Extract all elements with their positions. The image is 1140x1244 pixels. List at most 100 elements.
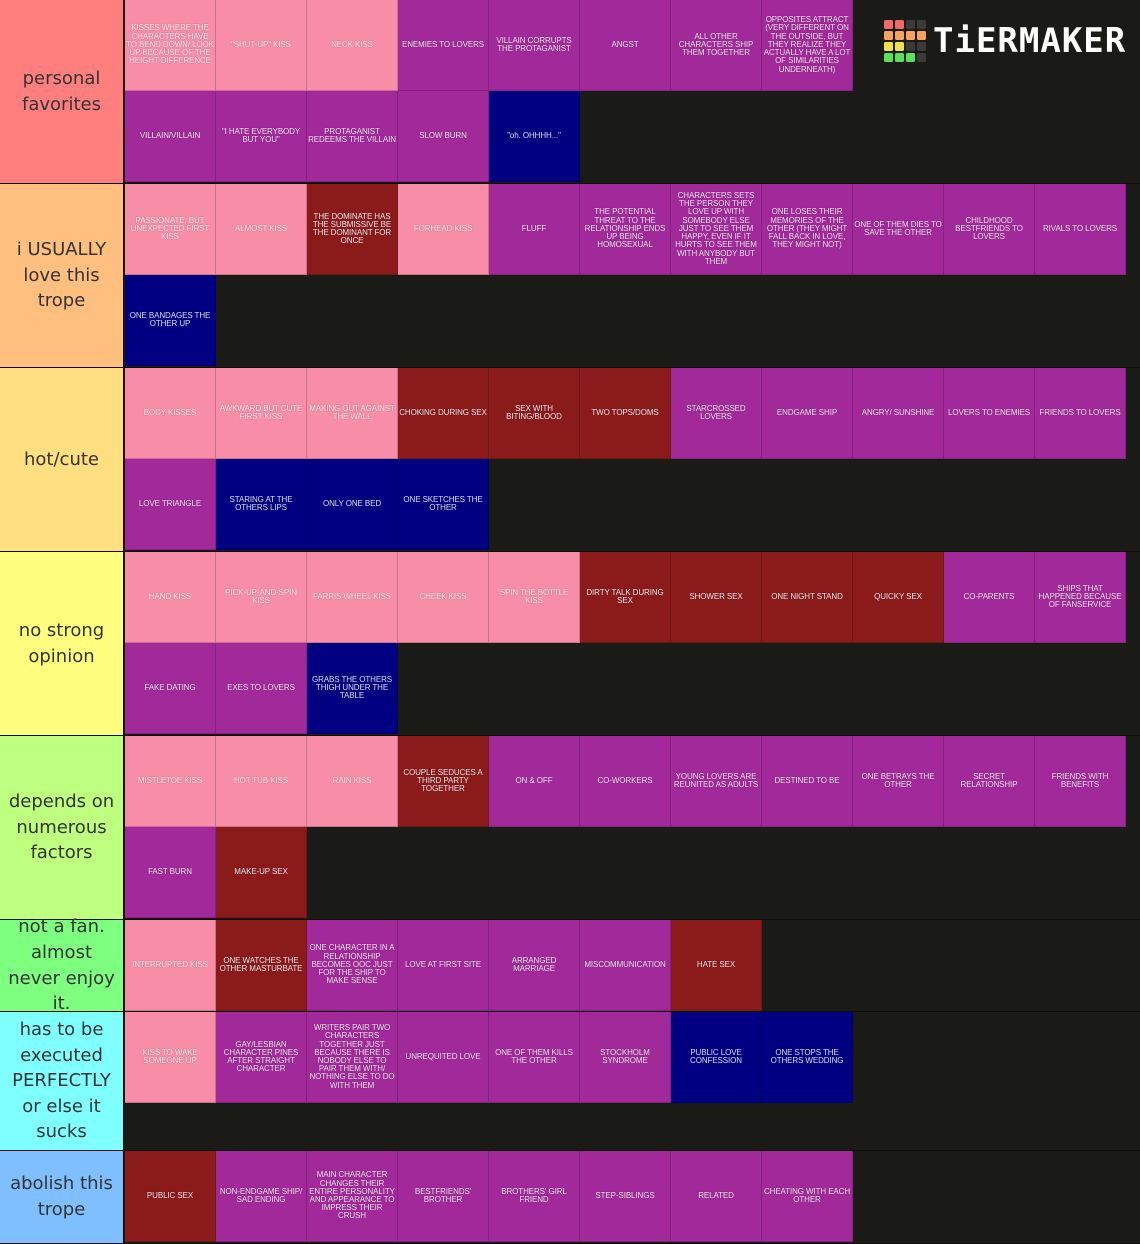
trope-card[interactable]: CHARACTERS SETS THE PERSON THEY LOVE UP …	[671, 184, 762, 275]
trope-card[interactable]: BESTFRIENDS' BROTHER	[398, 1151, 489, 1242]
trope-card[interactable]: PUBLIC SEX	[125, 1151, 216, 1242]
trope-card[interactable]: NECK KISS	[307, 0, 398, 91]
trope-card[interactable]: SHIPS THAT HAPPENED BECAUSE OF FANSERVIC…	[1035, 552, 1126, 643]
trope-card[interactable]: MAKING OUT AGAINST THE WALL	[307, 368, 398, 459]
trope-card[interactable]: ANGRY/ SUNSHINE	[853, 368, 944, 459]
trope-card[interactable]: PUBLIC LOVE CONFESSION	[671, 1012, 762, 1103]
trope-card[interactable]: CHOKING DURING SEX	[398, 368, 489, 459]
trope-card[interactable]: ONE OF THEM KILLS THE OTHER	[489, 1012, 580, 1103]
trope-card[interactable]: ONE LOSES THEIR MEMORIES OF THE OTHER (T…	[762, 184, 853, 275]
tier-label[interactable]: i USUALLY love this trope	[0, 184, 124, 367]
logo-grid-square	[895, 53, 904, 62]
trope-card[interactable]: TWO TOPS/DOMS	[580, 368, 671, 459]
trope-card[interactable]: VILLAIN/VILLAIN	[125, 91, 216, 182]
trope-card[interactable]: FARRIS WHEEL KISS	[307, 552, 398, 643]
trope-card[interactable]: RAIN KISS	[307, 736, 398, 827]
tier-label[interactable]: personal favorites	[0, 0, 124, 183]
trope-card[interactable]: FAKE DATING	[125, 643, 216, 734]
trope-card[interactable]: KISS TO WAKE SOMEONE UP	[125, 1012, 216, 1103]
trope-card[interactable]: ONLY ONE BED	[307, 459, 398, 550]
trope-card[interactable]: VILLAIN CORRUPTS THE PROTAGANIST	[489, 0, 580, 91]
trope-card[interactable]: THE DOMINATE HAS THE SUBMISSIVE BE THE D…	[307, 184, 398, 275]
trope-card[interactable]: SLOW BURN	[398, 91, 489, 182]
trope-card[interactable]: EXES TO LOVERS	[216, 643, 307, 734]
trope-card[interactable]: FLUFF	[489, 184, 580, 275]
trope-card[interactable]: LOVE AT FIRST SITE	[398, 920, 489, 1011]
trope-card[interactable]: RIVALS TO LOVERS	[1035, 184, 1126, 275]
trope-card[interactable]: DIRTY TALK DURING SEX	[580, 552, 671, 643]
trope-card[interactable]: BROTHERS' GIRL FRIEND	[489, 1151, 580, 1242]
trope-card[interactable]: "I HATE EVERYBODY BUT YOU"	[216, 91, 307, 182]
trope-card[interactable]: LOVERS TO ENEMIES	[944, 368, 1035, 459]
tier-label[interactable]: abolish this trope	[0, 1151, 124, 1243]
tier-label[interactable]: no strong opinion	[0, 552, 124, 735]
trope-card[interactable]: ON & OFF	[489, 736, 580, 827]
trope-card[interactable]: STEP-SIBLINGS	[580, 1151, 671, 1242]
trope-card[interactable]: "oh. OHHHH..."	[489, 91, 580, 182]
trope-card[interactable]: ONE OF THEM DIES TO SAVE THE OTHER	[853, 184, 944, 275]
trope-card[interactable]: FORHEAD KISS	[398, 184, 489, 275]
trope-card[interactable]: MAKE-UP SEX	[216, 827, 307, 918]
trope-card[interactable]: STARCROSSED LOVERS	[671, 368, 762, 459]
trope-card[interactable]: FAST BURN	[125, 827, 216, 918]
trope-card[interactable]: UNREQUITED LOVE	[398, 1012, 489, 1103]
trope-card[interactable]: OPPOSITES ATTRACT (VERY DIFFERENT ON THE…	[762, 0, 853, 91]
trope-card[interactable]: GRABS THE OTHERS THIGH UNDER THE TABLE	[307, 643, 398, 734]
trope-card[interactable]: CO-PARENTS	[944, 552, 1035, 643]
trope-card[interactable]: CHILDHOOD BESTFRIENDS TO LOVERS	[944, 184, 1035, 275]
trope-card[interactable]: ONE BETRAYS THE OTHER	[853, 736, 944, 827]
trope-card[interactable]: PROTAGANIST REDEEMS THE VILLAIN	[307, 91, 398, 182]
trope-card[interactable]: ENEMIES TO LOVERS	[398, 0, 489, 91]
trope-card[interactable]: THE POTENTIAL THREAT TO THE RELATIONSHIP…	[580, 184, 671, 275]
trope-card[interactable]: GAY/LESBIAN CHARACTER PINES AFTER STRAIG…	[216, 1012, 307, 1103]
trope-card[interactable]: SPIN THE BOTTLE KISS	[489, 552, 580, 643]
trope-card[interactable]: NON-ENDGAME SHIP/ SAD ENDING	[216, 1151, 307, 1242]
tier-label[interactable]: hot/cute	[0, 368, 124, 551]
tier-label[interactable]: depends on numerous factors	[0, 736, 124, 919]
trope-card[interactable]: HAND KISS	[125, 552, 216, 643]
trope-card[interactable]: ALMOST KISS	[216, 184, 307, 275]
trope-card[interactable]: CO-WORKERS	[580, 736, 671, 827]
logo-grid-square	[895, 20, 904, 29]
trope-card[interactable]: ENDGAME SHIP	[762, 368, 853, 459]
trope-card[interactable]: SHOWER SEX	[671, 552, 762, 643]
trope-card[interactable]: HOT TUB KISS	[216, 736, 307, 827]
trope-card[interactable]: BODY KISSES	[125, 368, 216, 459]
trope-card[interactable]: FRIENDS TO LOVERS	[1035, 368, 1126, 459]
trope-card[interactable]: ONE WATCHES THE OTHER MASTURBATE	[216, 920, 307, 1011]
trope-card[interactable]: ALL OTHER CHARACTERS SHIP THEM TOGETHER	[671, 0, 762, 91]
trope-card[interactable]: RELATED	[671, 1151, 762, 1242]
trope-card[interactable]: STARING AT THE OTHERS LIPS	[216, 459, 307, 550]
trope-card[interactable]: HATE SEX	[671, 920, 762, 1011]
trope-card[interactable]: ONE NIGHT STAND	[762, 552, 853, 643]
trope-card[interactable]: ONE CHARACTER IN A RELATIONSHIP BECOMES …	[307, 920, 398, 1011]
trope-card[interactable]: QUICKY SEX	[853, 552, 944, 643]
trope-card[interactable]: COUPLE SEDUCES A THIRD PARTY TOGETHER	[398, 736, 489, 827]
trope-card[interactable]: PICK-UP-AND-SPIN KISS	[216, 552, 307, 643]
trope-card[interactable]: LOVE TRIANGLE	[125, 459, 216, 550]
trope-card[interactable]: CHEATING WITH EACH OTHER	[762, 1151, 853, 1242]
trope-card[interactable]: ONE BANDAGES THE OTHER UP	[125, 275, 216, 366]
trope-card[interactable]: DESTINED TO BE	[762, 736, 853, 827]
trope-card[interactable]: ONE SKETCHES THE OTHER	[398, 459, 489, 550]
trope-card[interactable]: KISSES WHERE THE CHARACTERS HAVE TO BEND…	[125, 0, 216, 91]
trope-card[interactable]: YOUNG LOVERS ARE REUNITED AS ADULTS	[671, 736, 762, 827]
trope-card[interactable]: STOCKHOLM SYNDROME	[580, 1012, 671, 1103]
trope-card[interactable]: CHEEK KISS	[398, 552, 489, 643]
trope-card[interactable]: WRITERS PAIR TWO CHARACTERS TOGETHER JUS…	[307, 1012, 398, 1103]
trope-card[interactable]: INTERRUPTED KISS	[125, 920, 216, 1011]
trope-card[interactable]: MAIN CHARACTER CHANGES THEIR ENTIRE PERS…	[307, 1151, 398, 1242]
trope-card[interactable]: SEX WITH BITING/BLOOD	[489, 368, 580, 459]
tier-label[interactable]: has to be executed PERFECTLY or else it …	[0, 1012, 124, 1150]
trope-card[interactable]: MISCOMMUNICATION	[580, 920, 671, 1011]
trope-card[interactable]: PASSIONATE, BUT UNEXPECTED FIRST KISS	[125, 184, 216, 275]
trope-card[interactable]: ONE STOPS THE OTHERS WEDDING	[762, 1012, 853, 1103]
trope-card[interactable]: ANGST	[580, 0, 671, 91]
trope-card[interactable]: FRIENDS WITH BENEFITS	[1035, 736, 1126, 827]
trope-card[interactable]: "SHUT-UP" KISS	[216, 0, 307, 91]
trope-card[interactable]: ARRANGED MARRIAGE	[489, 920, 580, 1011]
tier-label[interactable]: not a fan. almost never enjoy it.	[0, 916, 124, 1014]
trope-card[interactable]: MISTLETOE KISS	[125, 736, 216, 827]
trope-card[interactable]: SECRET RELATIONSHIP	[944, 736, 1035, 827]
trope-card[interactable]: AWKWARD BUT CUTE FIRST KISS	[216, 368, 307, 459]
